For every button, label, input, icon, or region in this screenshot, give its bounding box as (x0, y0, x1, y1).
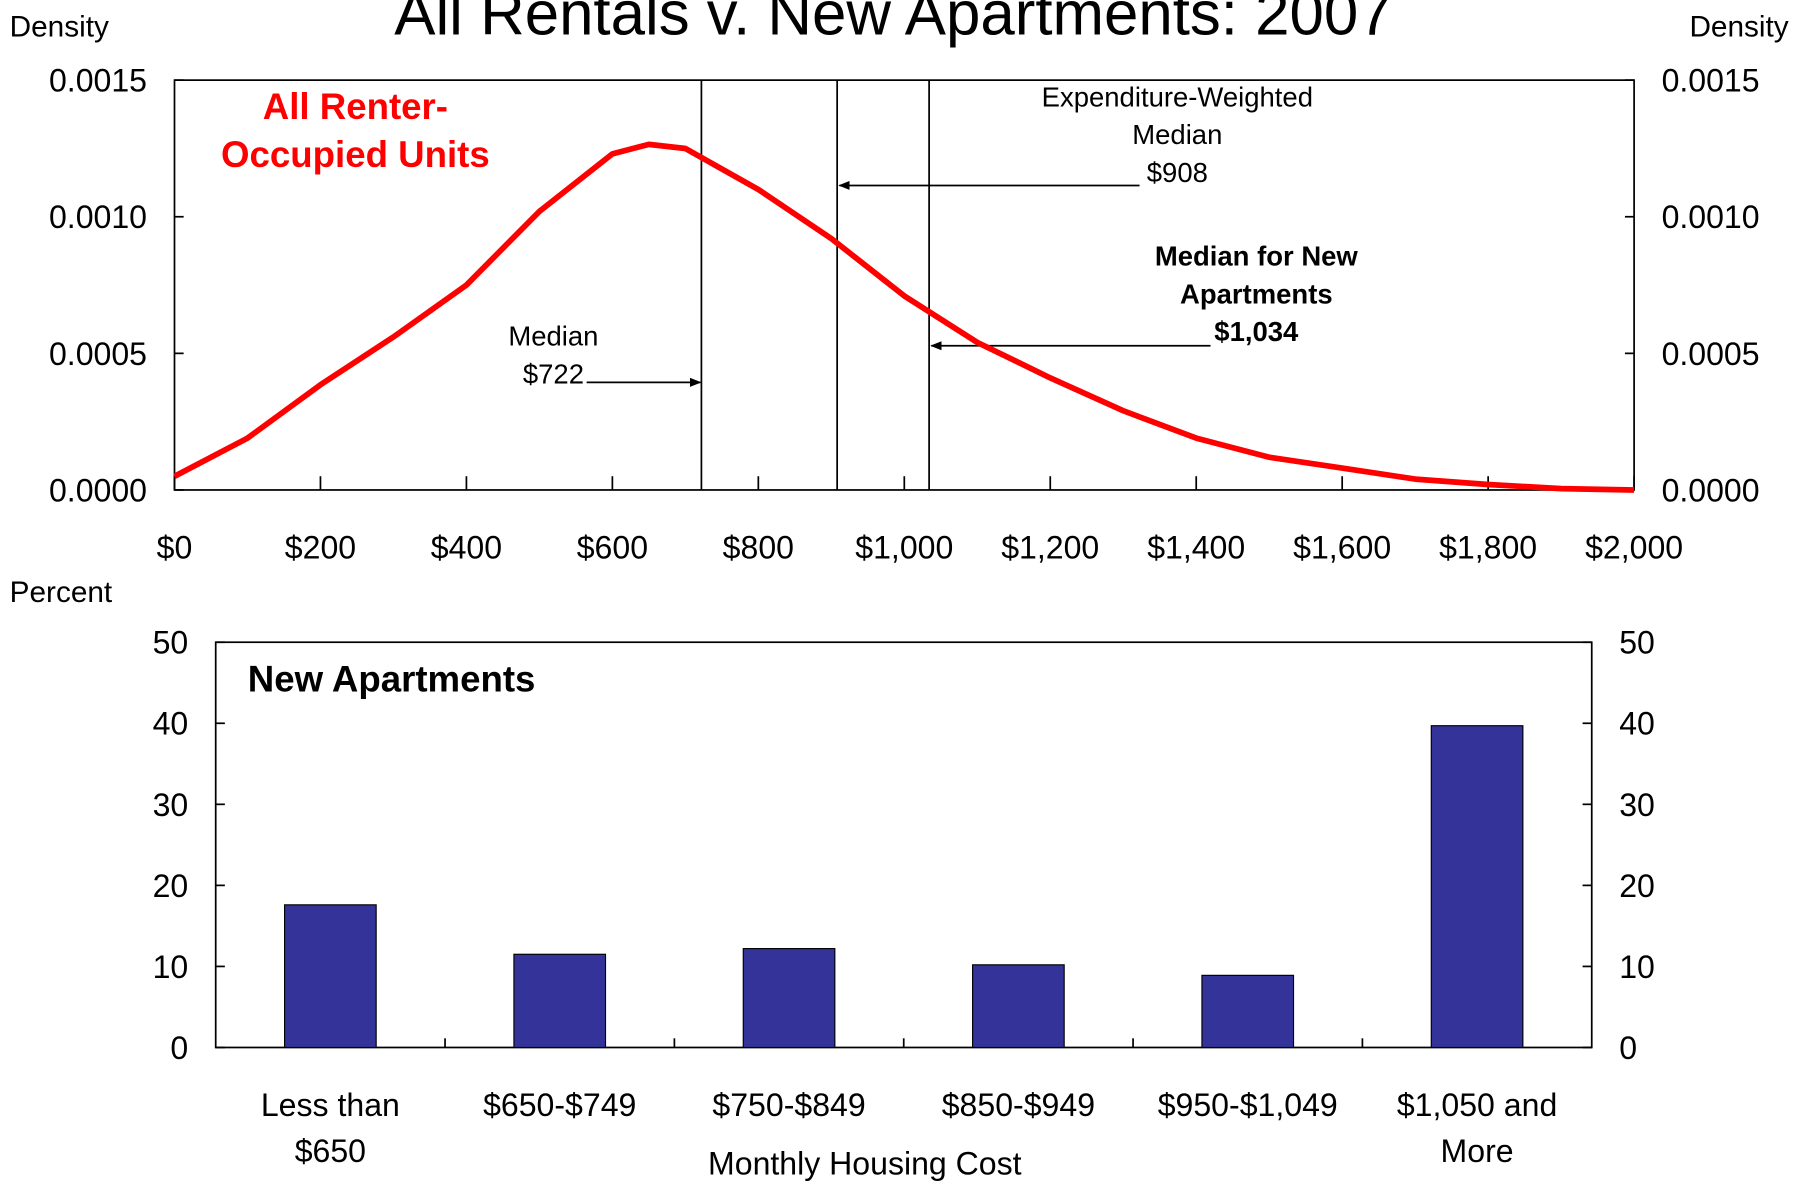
y-tick-label: 0.0000 (49, 472, 147, 508)
x-tick-label: $1,400 (1147, 530, 1245, 566)
bar (1201, 974, 1295, 1049)
x-tick-label: $950-$1,049 (1157, 1087, 1338, 1124)
y2-tick-label: 20 (1619, 868, 1655, 904)
x-tick-label-box: $850-$949 (941, 1087, 1096, 1124)
x-tick-label: $0 (157, 530, 193, 566)
bar (1430, 725, 1524, 1049)
y2-tick-label: 40 (1619, 706, 1655, 742)
marker-text: Apartments (1180, 278, 1333, 309)
y-tick-label: 20 (153, 868, 189, 904)
marker-text: Median for New (1155, 241, 1359, 272)
y2-tick-label: 0.0000 (1662, 472, 1760, 508)
x-axis-label: Monthly Housing Cost (708, 1146, 1022, 1182)
x-tick-label: $1,050 and More (1396, 1087, 1558, 1169)
bar (513, 953, 607, 1049)
marker-value: $908 (1147, 157, 1208, 188)
y-tick-label: 50 (153, 625, 189, 661)
y-tick-label: 0.0015 (49, 63, 147, 99)
series-label: All Renter-Occupied Units (221, 85, 490, 176)
x-tick-label: $400 (431, 530, 502, 566)
y2-axis-label: Density (1689, 11, 1788, 44)
y2-tick-label: 10 (1619, 949, 1655, 985)
series-label-box: All Renter-Occupied Units (221, 85, 490, 176)
marker-text: Median (508, 321, 598, 352)
y-tick-label: 0.0005 (49, 336, 147, 372)
x-tick-label: $1,600 (1293, 530, 1391, 566)
x-tick-label: Less than $650 (260, 1087, 400, 1169)
y2-tick-label: 30 (1619, 787, 1655, 823)
y2-tick-label: 50 (1619, 625, 1655, 661)
y-tick-label: 0 (170, 1030, 188, 1066)
x-tick-label: $1,000 (855, 530, 953, 566)
bar (284, 904, 377, 1049)
x-tick-label: $650-$749 (483, 1087, 637, 1124)
marker-value: $1,034 (1214, 316, 1299, 347)
y-axis-label: Percent (10, 576, 113, 609)
y-tick-label: 10 (153, 949, 189, 985)
y-tick-label: 40 (153, 706, 189, 742)
y-axis-label: Density (10, 11, 109, 44)
x-tick-label: $1,200 (1001, 530, 1099, 566)
density-line (173, 141, 1635, 493)
marker-text: Expenditure-Weighted (1042, 81, 1313, 112)
title: All Rentals v. New Apartments: 2007 (394, 0, 1392, 48)
marker-text: Median (1132, 119, 1222, 150)
bar (742, 948, 836, 1049)
x-tick-label: $850-$949 (941, 1087, 1096, 1124)
y2-tick-label: 0.0010 (1662, 199, 1760, 235)
x-tick-label: $200 (285, 530, 356, 566)
x-tick-label-box: $950-$1,049 (1157, 1087, 1338, 1124)
marker-value: $722 (523, 359, 584, 390)
x-tick-label-box: $650-$749 (483, 1087, 637, 1124)
y-tick-label: 0.0010 (49, 199, 147, 235)
y2-tick-label: 0.0005 (1662, 336, 1760, 372)
y2-tick-label: 0 (1619, 1030, 1637, 1066)
x-tick-label: $600 (577, 530, 648, 566)
x-tick-label: $800 (723, 530, 794, 566)
x-tick-label-box: $1,050 and More (1396, 1087, 1558, 1169)
y-tick-label: 30 (153, 787, 189, 823)
plot-frame (214, 641, 1593, 1049)
x-tick-label: $2,000 (1585, 530, 1683, 566)
x-tick-label: $750-$849 (712, 1087, 866, 1124)
x-tick-label-box: Less than $650 (260, 1087, 400, 1169)
y2-tick-label: 0.0015 (1662, 63, 1760, 99)
series-label: New Apartments (248, 658, 536, 699)
bar (972, 964, 1065, 1049)
x-tick-label: $1,800 (1439, 530, 1537, 566)
x-tick-label-box: $750-$849 (712, 1087, 866, 1124)
